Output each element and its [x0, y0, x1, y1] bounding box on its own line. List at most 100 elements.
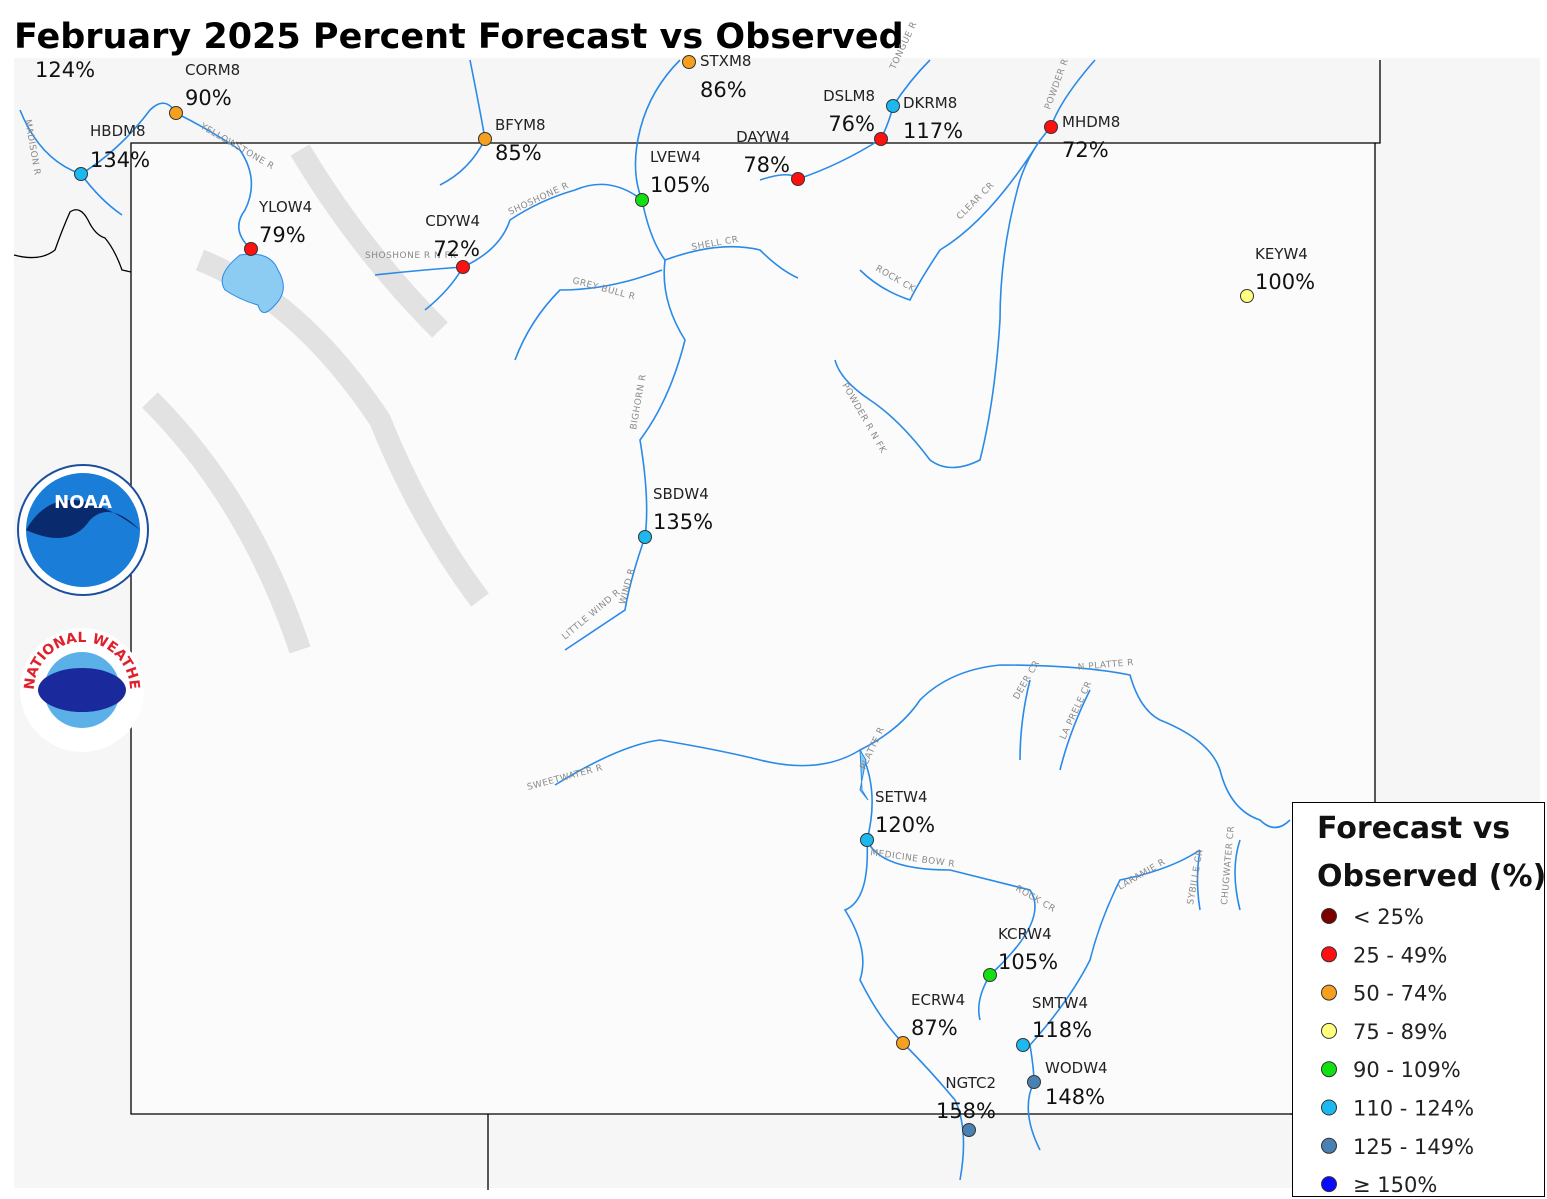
station-id: MHDM8: [1062, 113, 1120, 131]
river-label: SHOSHONE R N FK: [365, 251, 457, 261]
station-marker: [169, 106, 183, 120]
legend-marker: [1321, 984, 1337, 1001]
station: BFYM8 85%: [478, 116, 546, 165]
station-id: DSLM8: [823, 87, 875, 105]
lake: [859, 749, 869, 801]
station: DSLM8 76%: [823, 87, 888, 146]
station-id: LVEW4: [650, 148, 701, 166]
station-marker: [886, 99, 900, 113]
legend-marker: [1321, 908, 1337, 924]
station: YLOW4 79%: [244, 198, 312, 256]
map-title: February 2025 Percent Forecast vs Observ…: [14, 17, 904, 57]
station-percent: 158%: [936, 1099, 996, 1123]
legend-label: 75 - 89%: [1353, 1020, 1447, 1044]
logo-cloud: [38, 668, 126, 712]
station-percent: 118%: [1032, 1018, 1092, 1042]
station-percent: 72%: [433, 237, 480, 261]
station: SBDW4 135%: [638, 485, 713, 544]
station: WODW4 148%: [1027, 1059, 1108, 1109]
legend-label: 25 - 49%: [1353, 943, 1447, 967]
river: [564, 59, 686, 651]
station-marker: [456, 260, 470, 274]
station-percent: 87%: [911, 1016, 958, 1040]
station: HBDM8 134%: [74, 122, 150, 181]
station-id: YLOW4: [258, 198, 312, 216]
station-percent: 124%: [35, 58, 95, 82]
station: DAYW4 78%: [736, 128, 805, 186]
station-percent: 72%: [1062, 138, 1109, 162]
legend-label: 50 - 74%: [1353, 982, 1447, 1006]
station-marker: [791, 172, 805, 186]
station-percent: 120%: [875, 813, 935, 837]
station-marker: [896, 1036, 910, 1050]
legend-label: 110 - 124%: [1353, 1097, 1474, 1121]
legend-label: ≥ 150%: [1353, 1173, 1437, 1195]
station-id: SBDW4: [653, 485, 709, 503]
station-percent: 90%: [185, 86, 232, 110]
noaa-logo: NOAA: [17, 464, 149, 596]
station: SMTW4 118%: [1016, 994, 1092, 1052]
station-id: HBDM8: [90, 122, 146, 140]
station: CORM8 90%: [169, 61, 240, 120]
state-border: [1375, 60, 1381, 144]
rivers: [19, 59, 1291, 1181]
legend-label: 125 - 149%: [1353, 1135, 1474, 1159]
station-id: DKRM8: [903, 94, 957, 112]
legend-title: Forecast vs Observed (%): [1317, 811, 1547, 894]
legend-marker: [1321, 1099, 1337, 1116]
station-id: CDYW4: [425, 212, 480, 230]
station-marker: [962, 1123, 976, 1137]
station-marker: [1016, 1038, 1030, 1052]
station-id: STXM8: [700, 52, 751, 70]
station: MHDM8 72%: [1044, 113, 1120, 162]
station-id: NGTC2: [945, 1074, 996, 1092]
station: KEYW4 100%: [1240, 245, 1315, 303]
station-marker: [74, 167, 88, 181]
station-marker: [1044, 120, 1058, 134]
legend-marker: [1321, 1061, 1337, 1078]
river-label: N PLATTE R: [1077, 658, 1134, 673]
station: LVEW4 105%: [635, 148, 710, 207]
station-marker: [1240, 289, 1254, 303]
legend-items: < 25% 25 - 49% 50 - 74% 75 - 89% 90 - 109% 11…: [1321, 905, 1474, 1195]
station: STXM8 86%: [682, 52, 751, 102]
station-percent: 79%: [259, 223, 306, 247]
station-percent: 86%: [700, 78, 747, 102]
legend-marker: [1321, 1022, 1337, 1039]
station-id: DAYW4: [736, 128, 790, 146]
station-id: WODW4: [1045, 1059, 1108, 1077]
river: [554, 739, 1036, 1181]
station-percent: 105%: [650, 173, 710, 197]
station-marker: [638, 530, 652, 544]
station-id: ECRW4: [911, 991, 965, 1009]
river: [859, 664, 1291, 829]
station-id: SMTW4: [1032, 994, 1088, 1012]
station-id: BFYM8: [495, 116, 546, 134]
station: CDYW4 72%: [425, 212, 480, 274]
station: ECRW4 87%: [896, 991, 965, 1050]
station-percent: 78%: [743, 153, 790, 177]
legend-label: < 25%: [1353, 905, 1424, 929]
station-percent: 135%: [653, 510, 713, 534]
state-border: [13, 209, 132, 273]
station-marker: [635, 193, 649, 207]
logo-text: NOAA: [54, 492, 112, 513]
station-percent: 117%: [903, 119, 963, 143]
logo-disc: [26, 473, 140, 587]
station-marker: [244, 242, 258, 256]
logo-bird: [26, 500, 140, 538]
station-percent: 105%: [998, 950, 1058, 974]
legend: Forecast vs Observed (%) < 25% 25 - 49% 50…: [1292, 802, 1547, 1197]
station-percent: 134%: [90, 148, 150, 172]
station-id: KCRW4: [998, 925, 1052, 943]
station-marker: [874, 132, 888, 146]
river: [80, 102, 253, 250]
station-percent: 148%: [1045, 1085, 1105, 1109]
station-percent: 76%: [828, 112, 875, 136]
station: NGTC2 158%: [936, 1074, 996, 1137]
station-marker: [860, 833, 874, 847]
station-id: SETW4: [875, 788, 928, 806]
lake: [221, 253, 284, 313]
